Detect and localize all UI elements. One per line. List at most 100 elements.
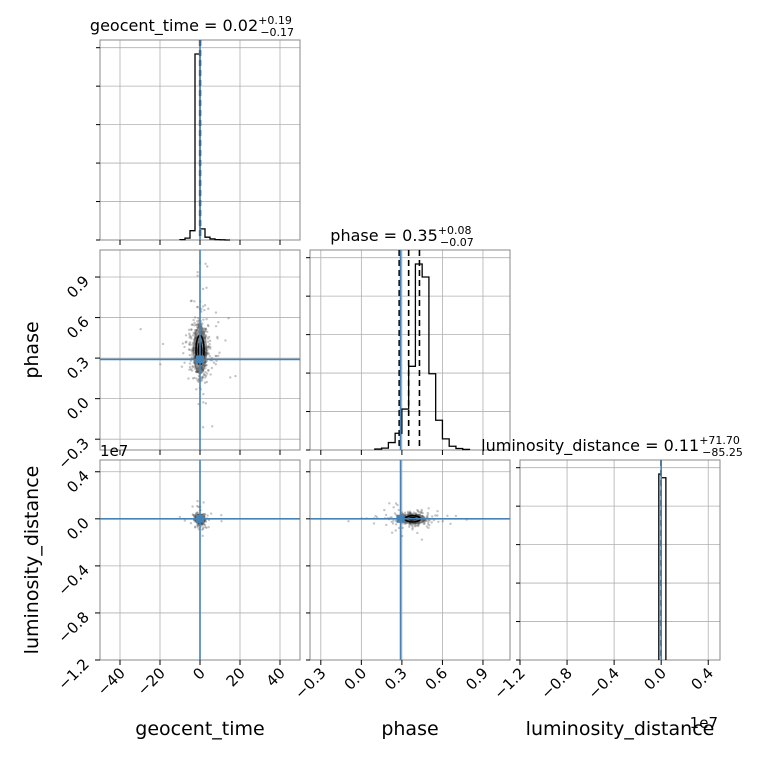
x-offset-text: 1e7 — [690, 714, 718, 732]
sample-point — [197, 505, 200, 509]
sample-point — [206, 330, 209, 333]
sample-point — [211, 425, 214, 428]
panel-frame — [309, 249, 511, 451]
y-tick-label: −1.2 — [54, 655, 92, 693]
sample-point — [423, 522, 426, 525]
sample-point — [180, 365, 184, 368]
sample-point — [190, 356, 193, 360]
panel-phase-vs-phase: phase = 0.35+0.08 −0.07 — [306, 224, 511, 455]
sample-point — [196, 523, 199, 526]
sample-point — [178, 515, 182, 519]
sample-point — [193, 324, 196, 327]
sample-point — [161, 342, 165, 346]
title-minus: −0.07 — [440, 236, 474, 249]
sample-point — [419, 511, 422, 514]
sample-point — [420, 510, 423, 513]
sample-point — [401, 526, 404, 530]
sample-point — [209, 373, 212, 376]
sample-point — [208, 339, 212, 343]
sample-point — [207, 369, 210, 372]
sample-point — [205, 526, 208, 530]
sample-point — [204, 376, 207, 379]
sample-point — [204, 327, 207, 330]
sample-point — [227, 317, 230, 320]
sample-point — [413, 525, 416, 528]
y-tick-label: −0.4 — [54, 561, 92, 599]
sample-point — [205, 317, 208, 321]
sample-point — [200, 528, 204, 531]
y-tick-label: 0.0 — [63, 394, 93, 424]
x-tick-label: 0.6 — [422, 664, 452, 694]
sample-point — [408, 525, 411, 528]
y-tick-label: 0.9 — [63, 272, 93, 302]
sample-point — [209, 512, 213, 515]
sample-point — [196, 524, 199, 527]
sample-point — [347, 520, 350, 523]
panel-geocent_time-vs-geocent_time: geocent_time = 0.02+0.19 −0.17 — [90, 14, 301, 245]
sample-point — [206, 346, 210, 349]
sample-point — [446, 514, 449, 518]
sample-point — [202, 523, 206, 526]
sample-point — [411, 524, 414, 528]
sample-point — [197, 322, 200, 326]
x-tick-label: 0.4 — [687, 664, 717, 694]
sample-point — [188, 353, 191, 357]
sample-point — [220, 513, 223, 517]
sample-point — [208, 354, 211, 358]
sample-point — [422, 522, 426, 526]
sample-point — [187, 377, 190, 380]
title-minus: −0.17 — [260, 26, 294, 39]
sample-point — [195, 388, 198, 391]
sample-point — [191, 366, 195, 369]
sample-point — [196, 526, 200, 529]
sample-point — [204, 371, 207, 374]
sample-point — [210, 356, 213, 360]
sample-point — [202, 526, 205, 529]
sample-point — [428, 523, 431, 527]
sample-point — [411, 528, 414, 531]
panel-title-geocent_time: geocent_time = 0.02+0.19 −0.17 — [90, 14, 294, 39]
sample-point — [212, 361, 216, 364]
sample-point — [191, 354, 194, 357]
sample-point — [207, 369, 210, 372]
sample-point — [201, 376, 205, 379]
x-tick-label: −0.3 — [291, 664, 329, 702]
x-tick-label: −40 — [94, 664, 129, 699]
sample-point — [188, 368, 191, 371]
sample-point — [430, 521, 433, 524]
sample-point — [416, 524, 420, 528]
sample-point — [204, 374, 208, 378]
sample-point — [181, 342, 185, 345]
truth-marker — [196, 514, 204, 523]
sample-point — [205, 363, 208, 367]
sample-point — [436, 514, 439, 517]
sample-point — [210, 366, 214, 370]
sample-point — [234, 374, 237, 378]
sample-point — [206, 340, 210, 343]
sample-point — [214, 354, 217, 358]
x-tick-label: 40 — [263, 664, 289, 690]
sample-point — [189, 522, 193, 525]
sample-point — [188, 365, 192, 369]
sample-point — [209, 347, 212, 350]
sample-point — [201, 322, 204, 325]
histogram-luminosity_distance — [658, 473, 667, 660]
sample-point — [182, 352, 185, 355]
sample-point — [196, 524, 200, 527]
sample-point — [204, 329, 207, 332]
sample-point — [204, 520, 207, 523]
y-tick-label: −0.8 — [54, 608, 92, 646]
sample-point — [201, 426, 205, 429]
sample-point — [197, 323, 200, 327]
sample-point — [426, 516, 429, 519]
sample-point — [401, 512, 404, 516]
histogram-geocent_time — [179, 53, 230, 241]
y-tick-label: 0.6 — [63, 313, 93, 343]
sample-point — [217, 354, 220, 358]
sample-point — [191, 350, 194, 353]
sample-point — [202, 318, 205, 321]
sample-point — [426, 522, 430, 526]
sample-point — [192, 331, 196, 335]
sample-point — [188, 332, 191, 335]
sample-point — [203, 512, 206, 516]
